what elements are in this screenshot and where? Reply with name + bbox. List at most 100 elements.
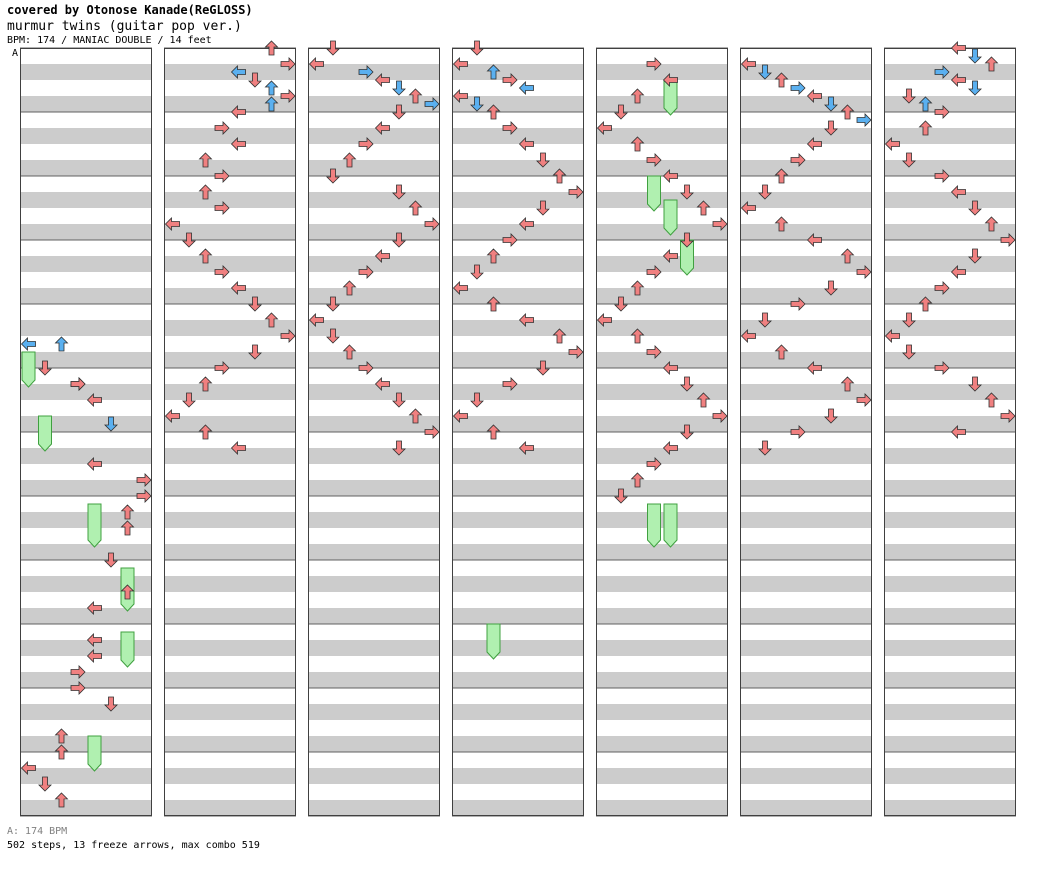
down-arrow xyxy=(470,392,484,408)
right-arrow xyxy=(646,457,662,471)
down-arrow xyxy=(104,416,118,432)
beat-stripe xyxy=(740,608,872,624)
beat-stripe xyxy=(740,384,872,400)
bpm-change-line: A: 174 BPM xyxy=(7,826,68,837)
beat-stripe xyxy=(164,480,296,496)
left-arrow xyxy=(950,185,966,199)
up-arrow xyxy=(630,88,645,104)
down-arrow xyxy=(392,104,406,120)
down-arrow xyxy=(968,80,982,96)
right-arrow xyxy=(646,345,662,359)
left-arrow xyxy=(452,409,468,423)
beat-stripe xyxy=(740,800,872,816)
beat-stripe xyxy=(596,768,728,784)
beat-stripe xyxy=(164,320,296,336)
beat-stripe xyxy=(452,736,584,752)
left-arrow xyxy=(662,441,678,455)
beat-stripe xyxy=(20,768,152,784)
column-border xyxy=(20,48,152,816)
chart-column-7 xyxy=(884,41,1016,817)
beat-stripe xyxy=(308,384,440,400)
beat-stripe xyxy=(20,384,152,400)
beat-stripe xyxy=(596,96,728,112)
right-arrow xyxy=(790,425,806,439)
left-arrow xyxy=(518,217,534,231)
right-arrow xyxy=(280,329,296,343)
left-arrow xyxy=(164,409,180,423)
beat-stripe xyxy=(740,416,872,432)
down-arrow xyxy=(326,328,340,344)
left-arrow xyxy=(806,137,822,151)
right-arrow xyxy=(424,217,440,231)
beat-stripe xyxy=(308,576,440,592)
right-arrow xyxy=(856,265,872,279)
up-arrow xyxy=(54,744,69,760)
left-arrow xyxy=(662,73,678,87)
up-arrow xyxy=(774,344,789,360)
beat-stripe xyxy=(596,256,728,272)
left-arrow xyxy=(806,233,822,247)
right-arrow xyxy=(1000,409,1016,423)
left-arrow xyxy=(452,57,468,71)
left-arrow xyxy=(950,425,966,439)
beat-stripe xyxy=(596,800,728,816)
beat-stripe xyxy=(740,640,872,656)
beat-stripe xyxy=(164,352,296,368)
right-arrow xyxy=(214,121,230,135)
up-arrow xyxy=(984,56,999,72)
down-arrow xyxy=(968,200,982,216)
beat-stripe xyxy=(20,704,152,720)
right-arrow xyxy=(214,361,230,375)
beat-stripe xyxy=(596,608,728,624)
beat-stripe xyxy=(20,512,152,528)
beat-stripe xyxy=(308,480,440,496)
down-arrow xyxy=(824,408,838,424)
down-arrow xyxy=(614,296,628,312)
right-arrow xyxy=(424,97,440,111)
beat-stripe xyxy=(452,352,584,368)
beat-stripe xyxy=(884,512,1016,528)
right-arrow xyxy=(646,57,662,71)
left-arrow xyxy=(950,73,966,87)
up-arrow xyxy=(408,88,423,104)
down-arrow xyxy=(902,344,916,360)
right-arrow xyxy=(70,681,86,695)
beat-stripe xyxy=(164,416,296,432)
down-arrow xyxy=(392,440,406,456)
down-arrow xyxy=(758,64,772,80)
step-stats: 502 steps, 13 freeze arrows, max combo 5… xyxy=(7,840,260,851)
beat-stripe xyxy=(20,256,152,272)
beat-stripe xyxy=(884,352,1016,368)
left-arrow xyxy=(164,217,180,231)
beat-stripe xyxy=(596,704,728,720)
beat-stripe xyxy=(740,448,872,464)
down-arrow xyxy=(824,96,838,112)
down-arrow xyxy=(326,296,340,312)
left-arrow xyxy=(740,201,756,215)
down-arrow xyxy=(248,72,262,88)
beat-stripe xyxy=(740,192,872,208)
down-arrow xyxy=(680,376,694,392)
down-arrow xyxy=(902,88,916,104)
down-arrow xyxy=(248,296,262,312)
beat-stripe xyxy=(20,608,152,624)
up-arrow xyxy=(342,152,357,168)
right-arrow xyxy=(856,113,872,127)
beat-stripe xyxy=(308,544,440,560)
up-arrow xyxy=(630,328,645,344)
up-arrow xyxy=(918,120,933,136)
down-arrow xyxy=(38,360,52,376)
up-arrow xyxy=(552,328,567,344)
left-arrow xyxy=(950,265,966,279)
beat-stripe xyxy=(164,448,296,464)
beat-stripe xyxy=(164,640,296,656)
beat-stripe xyxy=(596,736,728,752)
beat-stripe xyxy=(308,160,440,176)
left-arrow xyxy=(806,89,822,103)
down-arrow xyxy=(182,232,196,248)
up-arrow xyxy=(918,296,933,312)
down-arrow xyxy=(470,264,484,280)
left-arrow xyxy=(740,57,756,71)
freeze-arrow xyxy=(663,199,678,236)
beat-stripe xyxy=(596,352,728,368)
